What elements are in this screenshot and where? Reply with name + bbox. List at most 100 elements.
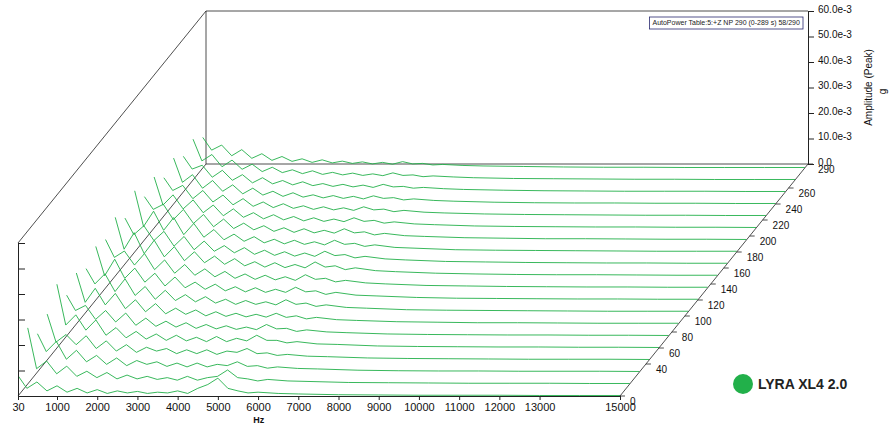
y-tick-mark bbox=[808, 88, 814, 89]
x-tick-mark bbox=[137, 396, 138, 400]
y-axis-title: Amplitude (Peak) bbox=[863, 49, 874, 126]
y-tick: 10.0e-3 bbox=[808, 131, 852, 142]
y-tick-mark bbox=[18, 396, 25, 397]
spectrum-trace bbox=[18, 376, 620, 396]
spectrum-trace bbox=[135, 191, 737, 251]
spectrum-trace bbox=[154, 177, 756, 227]
y-tick bbox=[18, 320, 25, 321]
legend-label: LYRA XL4 2.0 bbox=[758, 376, 847, 392]
y-axis: 0.010.0e-320.0e-330.0e-340.0e-350.0e-360… bbox=[808, 4, 852, 168]
y-tick-label: 20.0e-3 bbox=[818, 106, 852, 117]
y-tick-mark bbox=[808, 139, 814, 140]
x-tick-mark bbox=[97, 396, 98, 400]
x-tick-mark bbox=[459, 396, 460, 400]
x-tick: 3000 bbox=[126, 396, 150, 413]
y-tick bbox=[18, 371, 25, 372]
spectrum-trace bbox=[57, 284, 659, 347]
spectrum-trace bbox=[164, 178, 766, 216]
z-tick-mark bbox=[646, 364, 651, 365]
x-tick: 1000 bbox=[45, 396, 69, 413]
y-tick bbox=[18, 269, 25, 270]
x-tick: 4000 bbox=[166, 396, 190, 413]
x-tick: 11000 bbox=[445, 396, 475, 413]
y-tick-mark bbox=[18, 320, 25, 321]
x-tick: 5000 bbox=[206, 396, 230, 413]
y-tick-label: 50.0e-3 bbox=[818, 29, 852, 40]
x-tick-mark bbox=[620, 396, 621, 400]
spectrum-trace bbox=[47, 314, 649, 359]
x-tick-mark bbox=[298, 396, 299, 400]
y-tick: 20.0e-3 bbox=[808, 106, 852, 117]
y-tick-label: 60.0e-3 bbox=[818, 4, 852, 15]
y-tick-mark bbox=[808, 11, 814, 12]
spectrum-trace bbox=[28, 328, 630, 384]
x-tick-label: 10000 bbox=[404, 401, 435, 413]
z-tick-label: 240 bbox=[786, 204, 803, 215]
y-tick-mark bbox=[18, 243, 25, 244]
axis-line bbox=[19, 397, 621, 401]
legend-marker bbox=[733, 374, 753, 394]
y-tick-mark bbox=[808, 62, 814, 63]
y-tick-mark bbox=[18, 345, 25, 346]
y-tick bbox=[18, 396, 25, 397]
x-tick-label: 2000 bbox=[85, 401, 109, 413]
y-tick bbox=[18, 294, 25, 295]
y-axis-unit: g bbox=[877, 89, 888, 95]
spectrum-trace bbox=[144, 197, 746, 240]
z-tick-mark bbox=[724, 268, 729, 269]
x-tick-label: 11000 bbox=[445, 401, 475, 413]
x-tick: 7000 bbox=[287, 396, 311, 413]
x-tick-mark bbox=[540, 396, 541, 400]
y-tick: 40.0e-3 bbox=[808, 55, 852, 66]
x-tick: 9000 bbox=[367, 396, 391, 413]
legend: LYRA XL4 2.0 bbox=[733, 374, 847, 394]
y-tick-label: 0.0 bbox=[818, 157, 832, 168]
annotation: AutoPower Table:5:+Z NP 290 (0-289 s) 58… bbox=[649, 17, 803, 29]
spectrum-trace bbox=[76, 273, 678, 323]
x-tick-mark bbox=[499, 396, 500, 400]
annotation-box bbox=[649, 17, 803, 29]
z-tick-label: 0 bbox=[630, 396, 636, 407]
x-tick: 30 bbox=[12, 396, 24, 413]
y-tick-mark bbox=[808, 113, 814, 114]
x-tick-label: 12000 bbox=[485, 401, 516, 413]
axis-line bbox=[620, 164, 808, 396]
y-axis-front bbox=[18, 244, 25, 397]
y-tick-label: 40.0e-3 bbox=[818, 55, 852, 66]
spectrum-trace bbox=[37, 334, 639, 372]
x-tick: 6000 bbox=[246, 396, 270, 413]
y-tick-mark bbox=[808, 37, 814, 38]
spectrum-trace bbox=[115, 217, 717, 275]
y-tick: 60.0e-3 bbox=[808, 4, 852, 15]
z-tick-mark bbox=[789, 188, 794, 189]
x-tick-label: 4000 bbox=[166, 401, 190, 413]
z-tick-mark bbox=[698, 300, 703, 301]
z-tick-label: 160 bbox=[734, 268, 751, 279]
frame-line bbox=[206, 164, 808, 165]
z-tick-label: 120 bbox=[708, 300, 725, 311]
frame-line bbox=[18, 11, 206, 243]
x-tick: 13000 bbox=[525, 396, 556, 413]
x-tick-label: 8000 bbox=[327, 401, 351, 413]
y-tick-mark bbox=[808, 164, 814, 165]
z-tick-label: 200 bbox=[760, 236, 777, 247]
spectrum-trace bbox=[174, 158, 776, 203]
x-tick: 2000 bbox=[85, 396, 109, 413]
x-tick-mark bbox=[258, 396, 259, 400]
x-tick-label: 13000 bbox=[525, 401, 556, 413]
x-tick: 10000 bbox=[404, 396, 435, 413]
y-tick: 0.0 bbox=[808, 157, 832, 168]
frame bbox=[18, 11, 808, 396]
z-tick-label: 80 bbox=[682, 332, 694, 343]
x-tick-mark bbox=[178, 396, 179, 400]
z-tick-mark bbox=[685, 316, 690, 317]
x-tick-mark bbox=[419, 396, 420, 400]
x-tick-label: 5000 bbox=[206, 401, 230, 413]
y-tick: 50.0e-3 bbox=[808, 29, 852, 40]
spectrum-trace bbox=[183, 156, 785, 191]
x-tick: 15000 bbox=[605, 396, 636, 413]
z-tick-label: 260 bbox=[799, 188, 816, 199]
spectrum-trace bbox=[67, 295, 669, 335]
z-tick-label: 60 bbox=[669, 348, 681, 359]
x-tick-mark bbox=[218, 396, 219, 400]
